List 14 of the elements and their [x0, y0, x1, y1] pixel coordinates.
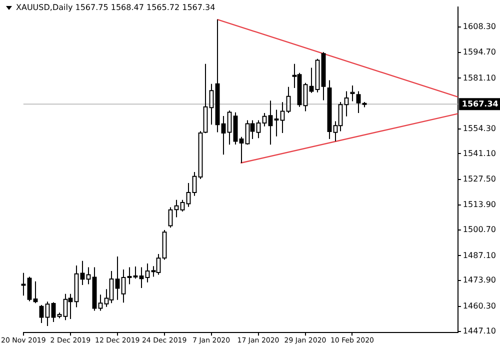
y-tick-label: 1608.30 [462, 22, 496, 31]
y-tick-label: 1473.90 [462, 276, 496, 285]
y-tick-label: 1554.30 [462, 124, 496, 133]
y-tick-label: 1460.30 [462, 301, 496, 310]
y-tick-label: 1487.10 [462, 250, 496, 260]
y-tick-label: 1541.10 [462, 148, 496, 158]
y-tick-label: 1513.90 [462, 200, 496, 210]
y-tick-label: 1594.70 [462, 48, 496, 57]
chart-title: XAUUSD,Daily 1567.75 1568.47 1565.72 1567.34 [16, 3, 216, 12]
y-tick-label: 1527.50 [462, 174, 496, 184]
ref-line-label: 1567.34 [462, 99, 499, 108]
y-tick-label: 1447.10 [462, 326, 496, 336]
y-tick-label: 1581.10 [462, 73, 496, 82]
y-tick-label: 1500.70 [462, 225, 496, 234]
